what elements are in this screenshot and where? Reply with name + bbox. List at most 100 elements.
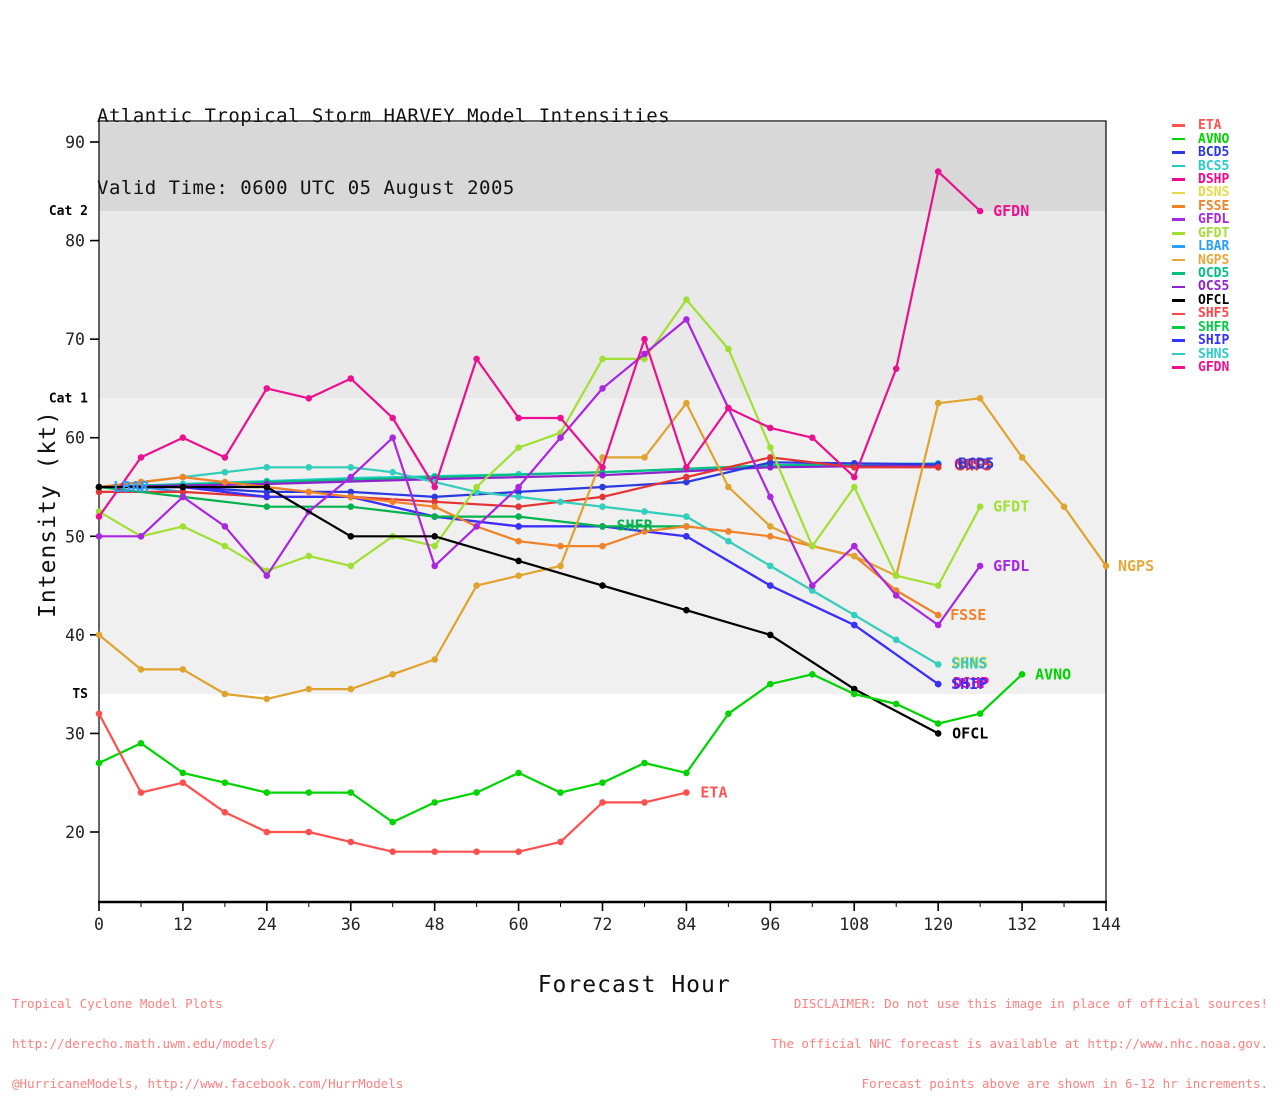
series-point-GFDN: [557, 414, 564, 422]
legend-item-BCS5: BCS5: [1172, 159, 1229, 173]
series-end-label-LBAR: LBAR: [113, 478, 150, 496]
series-point-GFDT: [976, 503, 984, 511]
series-point-GFDL: [515, 483, 522, 491]
chart-title-block: Atlantic Tropical Storm HARVEY Model Int…: [97, 56, 670, 224]
series-end-label-GFDT: GFDT: [993, 498, 1029, 516]
legend-item-LBAR: LBAR: [1172, 240, 1229, 253]
legend-item-BCD5: BCD5: [1172, 146, 1229, 159]
series-point-GFDN: [892, 365, 900, 373]
series-point-FSSE: [431, 503, 439, 511]
x-tick-label: 132: [1007, 915, 1037, 934]
series-line-SHFR: [98, 485, 687, 528]
footer-credits: Tropical Cyclone Model Plots http://dere…: [12, 971, 403, 1103]
series-point-SHF5: [599, 493, 606, 501]
legend-item-OCD5: OCD5: [1172, 267, 1229, 280]
series-point-SHNS: [557, 498, 564, 506]
legend-label: FSSE: [1198, 198, 1230, 214]
legend-item-ETA: ETA: [1172, 119, 1229, 132]
series-point-NGPS: [389, 671, 397, 678]
series-point-OFCL: [515, 557, 522, 565]
series-point-SHFR: [515, 513, 522, 520]
series-point-SHIP: [263, 493, 271, 501]
series-point-OFCL: [683, 606, 690, 614]
y-tick-label: 20: [65, 823, 85, 842]
series-point-GFDT: [473, 483, 480, 491]
series-point-SHF5: [431, 498, 439, 506]
series-point-NGPS: [431, 656, 439, 663]
series-point-SHNS: [263, 464, 271, 471]
band-label-Cat-2: Cat 2: [49, 204, 88, 219]
legend-label: SHFR: [1198, 319, 1230, 335]
series-point-OFCL: [767, 631, 774, 639]
series-point-AVNO: [934, 720, 942, 727]
chart-subtitle: Valid Time: 0600 UTC 05 August 2005: [97, 177, 515, 199]
series-point-BCD5: [683, 478, 690, 486]
legend-label: GFDT: [1198, 225, 1230, 241]
x-tick-label: 72: [593, 915, 613, 934]
series-end-label-GFDN: GFDN: [993, 202, 1029, 220]
series-point-SHNS: [934, 661, 942, 668]
series-point-GFDT: [599, 355, 606, 363]
series-point-ETA: [137, 789, 145, 796]
series-point-NGPS: [473, 582, 480, 589]
series-point-SHF5: [683, 473, 690, 481]
series-point-ETA: [389, 848, 397, 855]
series-end-label-NGPS: NGPS: [1118, 557, 1154, 575]
legend-dash-icon: [1172, 366, 1185, 369]
series-point-AVNO: [431, 799, 439, 806]
legend-label: OCS5: [1198, 279, 1230, 295]
series-point-ETA: [347, 838, 355, 846]
series-point-GFDL: [934, 621, 942, 629]
legend-item-SHIP: SHIP: [1172, 334, 1229, 347]
series-point-NGPS: [934, 399, 942, 407]
series-point-GFDT: [305, 552, 313, 560]
y-tick-label: 70: [65, 330, 85, 349]
series-point-SHNS: [892, 636, 900, 644]
footer-disclaimer: DISCLAIMER: Do not use this image in pla…: [771, 971, 1268, 1103]
legend-dash-icon: [1172, 325, 1185, 329]
series-point-GFDT: [767, 444, 774, 451]
series-point-SHNS: [515, 493, 522, 501]
legend-dash-icon: [1172, 312, 1185, 316]
series-point-SHF5: [934, 464, 942, 471]
series-end-label-SHIP: SHIP: [951, 675, 987, 693]
legend-item-AVNO: AVNO: [1172, 132, 1229, 146]
series-point-GFDN: [431, 483, 439, 491]
series-point-NGPS: [767, 523, 774, 530]
legend-item-NGPS: NGPS: [1172, 252, 1230, 268]
series-point-GFDN: [473, 355, 480, 363]
legend-label: BCD5: [1198, 145, 1230, 161]
series-point-BCD5: [263, 488, 271, 496]
legend-dash-icon: [1172, 245, 1185, 248]
series-point-OCS5: [767, 464, 774, 471]
series-point-GFDT: [892, 572, 900, 579]
legend-label: OCD5: [1198, 266, 1230, 282]
legend-item-FSSE: FSSE: [1172, 200, 1229, 213]
series-point-GFDL: [976, 562, 984, 570]
series-point-FSSE: [389, 498, 397, 506]
legend-dash-icon: [1172, 258, 1185, 262]
series-point-NGPS: [137, 666, 145, 673]
series-point-OCS5: [599, 471, 606, 479]
legend-item-OCS5: OCS5: [1172, 280, 1229, 293]
series-line-GFDT: [98, 298, 982, 587]
series-point-GFDN: [347, 375, 355, 382]
series-point-NGPS: [515, 572, 522, 579]
series-point-SHNS: [347, 464, 355, 471]
series-point-SHFR: [347, 503, 355, 511]
x-tick-label: 60: [509, 915, 529, 934]
series-point-SHNS: [767, 562, 774, 570]
intensity-chart: 0 12 24 36 48 60 72 84 96 108 120 132 144 20 30 40 50 60 7…: [49, 120, 1154, 934]
series-end-label-FSSE: FSSE: [950, 606, 986, 624]
page-title: Atlantic Tropical Storm HARVEY Model Int…: [97, 105, 671, 127]
series-point-FSSE: [934, 611, 942, 619]
legend-label: NGPS: [1198, 252, 1230, 268]
series-point-GFDN: [599, 464, 606, 471]
legend-item-GFDN: GFDN: [1172, 361, 1229, 374]
legend-label: SHF5: [1198, 306, 1230, 322]
series-point-BCD5: [599, 483, 606, 491]
intensity-band-Cat-1: [99, 211, 1106, 399]
series-point-NGPS: [221, 690, 229, 698]
series-point-GFDT: [851, 483, 858, 491]
series-point-SHF5: [767, 454, 774, 461]
